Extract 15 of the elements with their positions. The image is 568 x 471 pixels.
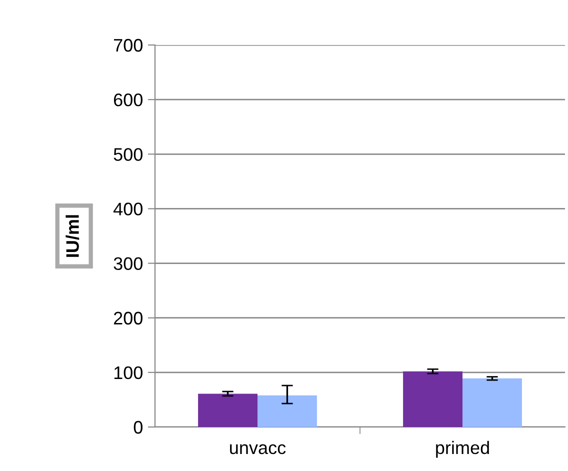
y-tick-label: 100	[114, 366, 142, 380]
y-axis-title: IU/ml	[66, 215, 80, 257]
x-tick-label: primed	[436, 440, 489, 458]
bar	[462, 378, 522, 427]
x-tick-label: unvacc	[230, 444, 286, 454]
bar	[403, 371, 462, 427]
y-tick-label: 700	[114, 38, 142, 52]
bar	[198, 394, 258, 427]
y-tick-label: 500	[114, 148, 142, 161]
bar	[258, 395, 317, 427]
y-tick-label: 300	[114, 257, 142, 270]
y-tick-label: 0	[134, 420, 142, 434]
y-tick-label: 400	[113, 202, 142, 216]
y-tick-label: 200	[114, 312, 142, 325]
y-tick-label: 600	[114, 94, 142, 106]
